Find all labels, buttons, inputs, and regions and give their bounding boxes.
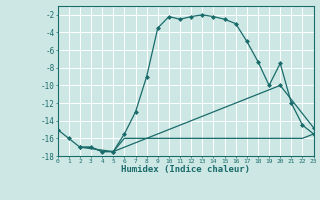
X-axis label: Humidex (Indice chaleur): Humidex (Indice chaleur) xyxy=(121,165,250,174)
